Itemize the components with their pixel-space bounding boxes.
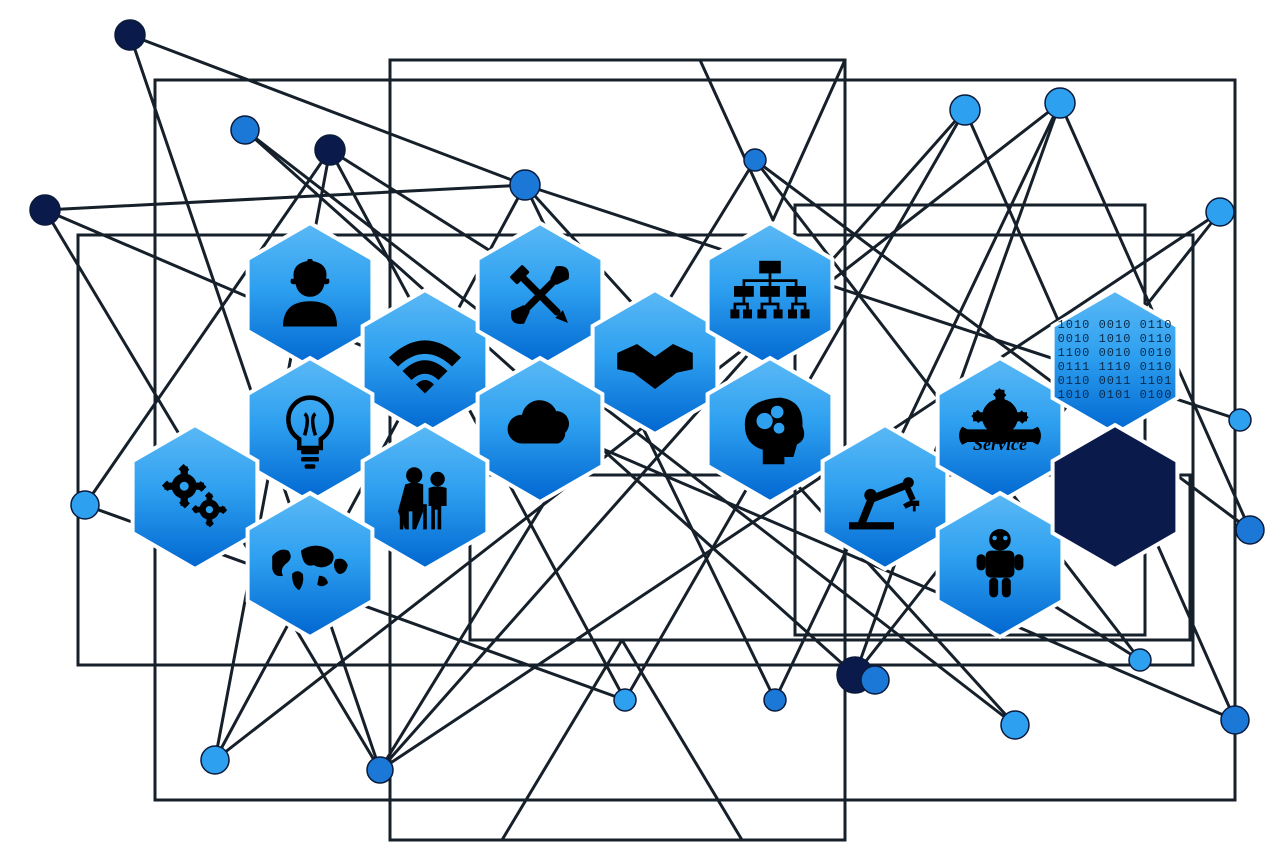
binary-line: 0010 1010 0110	[1058, 332, 1173, 346]
hex-orgchart	[708, 223, 833, 367]
network-lines	[45, 35, 1250, 840]
binary-line: 0110 0011 1101	[1058, 374, 1173, 388]
network-node	[367, 757, 393, 783]
hex-robot	[938, 493, 1063, 637]
network-edge	[700, 60, 773, 220]
network-node	[1001, 711, 1029, 739]
network-node	[950, 95, 980, 125]
network-node	[115, 20, 145, 50]
network-node	[1129, 649, 1151, 671]
hex-wifi	[363, 290, 488, 434]
hex-worldmap	[248, 493, 373, 637]
network-node	[201, 746, 229, 774]
network-node	[1221, 706, 1249, 734]
binary-line: 1100 0010 0010	[1058, 346, 1173, 360]
network-node	[1206, 198, 1234, 226]
hex-tools	[478, 223, 603, 367]
network-node	[1236, 516, 1264, 544]
network-node	[744, 149, 766, 171]
network-node	[614, 689, 636, 711]
network-node	[315, 135, 345, 165]
hexagon-cluster: Service 1010 0010 01100010 1010 01101100 …	[133, 223, 1178, 637]
service-label: Service	[973, 434, 1027, 454]
network-edge	[773, 60, 845, 220]
hex-service: Service	[938, 358, 1063, 502]
network-node	[71, 491, 99, 519]
hex-cloud	[478, 358, 603, 502]
network-node	[510, 170, 540, 200]
network-edge	[45, 185, 525, 210]
binary-line: 1010 0101 0100	[1058, 388, 1173, 402]
binary-icon: 1010 0010 01100010 1010 01101100 0010 00…	[1058, 318, 1173, 402]
binary-line: 1010 0010 0110	[1058, 318, 1173, 332]
network-node	[30, 195, 60, 225]
network-edge	[622, 640, 742, 840]
network-edge	[502, 640, 622, 840]
network-node	[1045, 88, 1075, 118]
binary-line: 0111 1110 0110	[1058, 360, 1173, 374]
network-node	[1229, 409, 1251, 431]
network-node	[231, 116, 259, 144]
hex-gears	[133, 425, 258, 569]
hex-robotarm	[823, 425, 948, 569]
network-diagram: Service 1010 0010 01100010 1010 01101100 …	[0, 0, 1280, 853]
network-node	[764, 689, 786, 711]
network-node	[861, 666, 889, 694]
